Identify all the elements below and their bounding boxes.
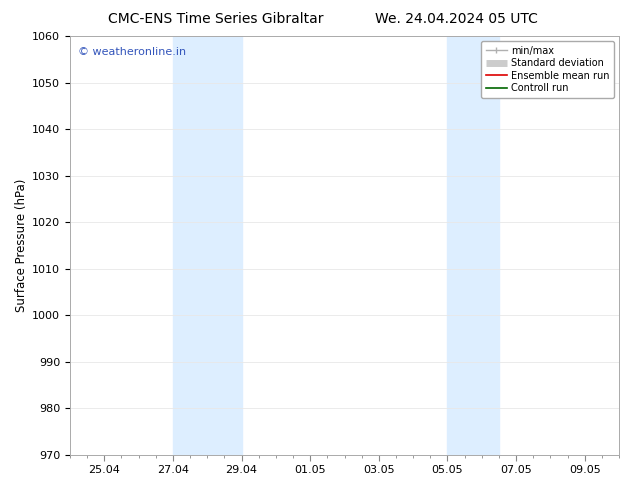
Text: © weatheronline.in: © weatheronline.in	[78, 47, 186, 57]
Text: CMC-ENS Time Series Gibraltar: CMC-ENS Time Series Gibraltar	[108, 12, 323, 26]
Text: We. 24.04.2024 05 UTC: We. 24.04.2024 05 UTC	[375, 12, 538, 26]
Y-axis label: Surface Pressure (hPa): Surface Pressure (hPa)	[15, 179, 28, 312]
Legend: min/max, Standard deviation, Ensemble mean run, Controll run: min/max, Standard deviation, Ensemble me…	[481, 41, 614, 98]
Bar	[173, 36, 242, 455]
Bar	[448, 36, 499, 455]
